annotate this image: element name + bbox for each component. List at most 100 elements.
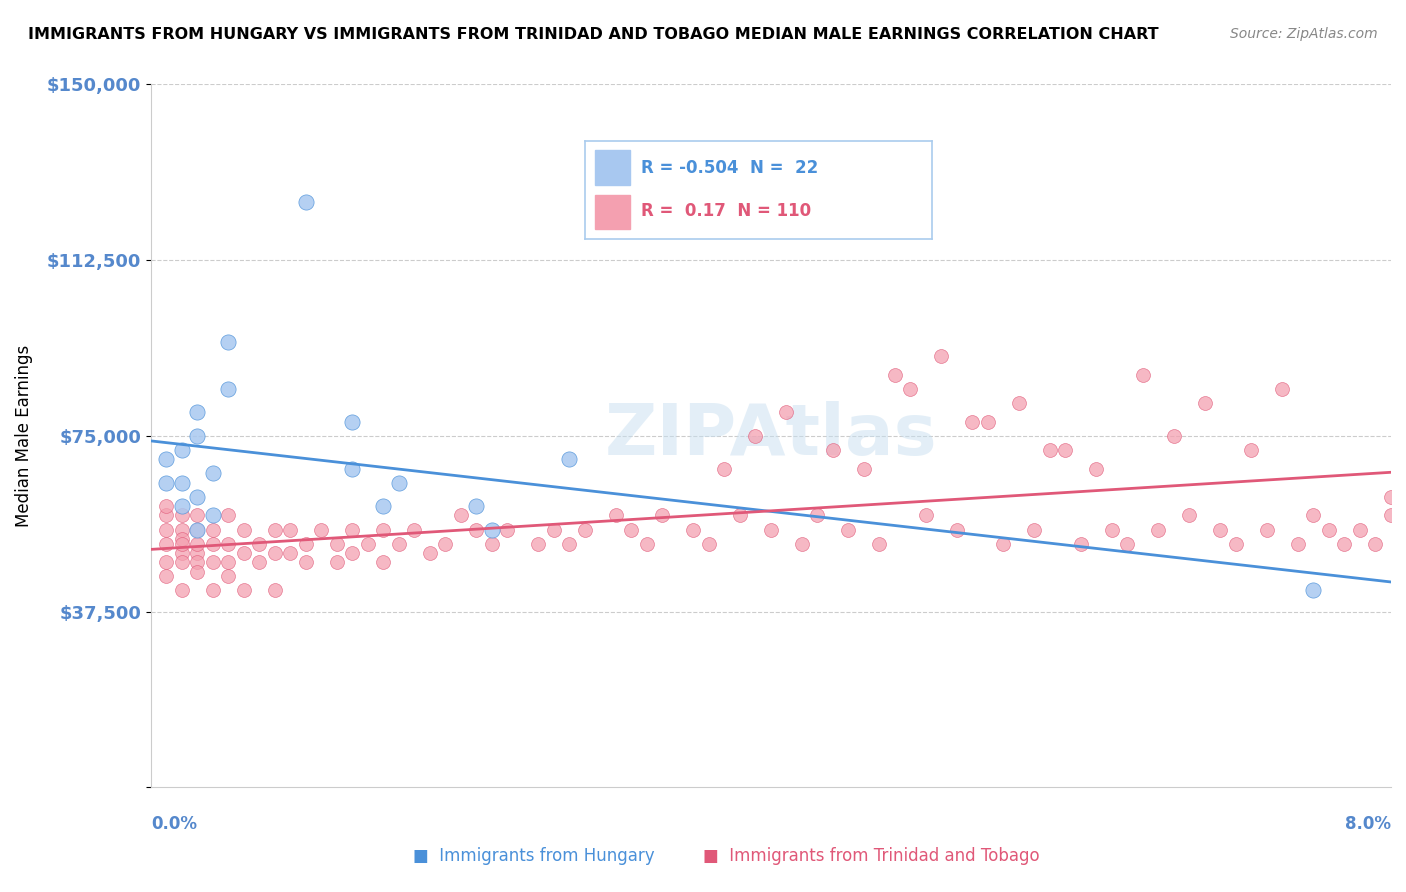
Point [201,523,224,537]
Point [155,499,177,513]
Point [1302,508,1324,523]
Text: ZIPAtlas: ZIPAtlas [605,401,938,470]
Point [1116,536,1139,550]
Point [1054,442,1077,457]
Point [806,508,828,523]
Point [155,555,177,569]
Point [249,536,271,550]
Point [233,546,256,560]
Point [1070,536,1092,550]
Point [218,382,240,396]
Point [186,546,208,560]
Point [373,499,395,513]
Point [170,523,193,537]
Point [155,475,177,490]
Point [186,405,208,419]
Point [326,555,349,569]
Point [1008,396,1031,410]
Point [311,523,333,537]
Point [884,368,907,382]
Point [170,508,193,523]
Point [697,536,720,550]
Point [295,555,318,569]
Point [264,523,287,537]
Point [931,349,953,363]
Point [264,583,287,598]
Point [821,442,844,457]
Point [1147,523,1170,537]
Point [1333,536,1355,550]
Point [1317,523,1340,537]
Point [977,415,1000,429]
Text: 8.0%: 8.0% [1346,815,1391,833]
Y-axis label: Median Male Earnings: Median Male Earnings [15,344,32,527]
Point [946,523,969,537]
Point [744,429,766,443]
Point [1163,429,1185,443]
Point [1024,523,1046,537]
Point [1240,442,1263,457]
Point [201,583,224,598]
Point [218,569,240,583]
Point [280,523,302,537]
Point [790,536,813,550]
Point [326,536,349,550]
Point [837,523,859,537]
Point [186,508,208,523]
Point [233,583,256,598]
Point [186,536,208,550]
Point [170,475,193,490]
Point [1225,536,1247,550]
Point [962,415,984,429]
Point [1101,523,1123,537]
Point [558,452,581,467]
Point [170,536,193,550]
Point [1085,461,1108,475]
Point [342,546,364,560]
Point [218,555,240,569]
Text: IMMIGRANTS FROM HUNGARY VS IMMIGRANTS FROM TRINIDAD AND TOBAGO MEDIAN MALE EARNI: IMMIGRANTS FROM HUNGARY VS IMMIGRANTS FR… [28,27,1159,42]
Point [915,508,938,523]
Point [186,523,208,537]
Point [170,532,193,546]
Point [186,523,208,537]
Point [465,499,488,513]
Point [342,461,364,475]
Point [1132,368,1154,382]
Point [357,536,380,550]
Point [218,335,240,350]
Point [853,461,876,475]
Point [342,523,364,537]
Point [869,536,891,550]
Point [728,508,751,523]
Point [155,508,177,523]
Point [280,546,302,560]
Point [170,546,193,560]
Point [264,546,287,560]
Point [404,523,426,537]
Point [233,523,256,537]
Point [201,536,224,550]
Point [465,523,488,537]
Point [682,523,704,537]
Point [1039,442,1062,457]
Point [527,536,550,550]
Point [651,508,673,523]
Point [201,555,224,569]
Point [434,536,457,550]
Text: ■  Immigrants from Trinidad and Tobago: ■ Immigrants from Trinidad and Tobago [703,847,1040,865]
Point [1302,583,1324,598]
Point [543,523,565,537]
Point [636,536,658,550]
Point [201,467,224,481]
Point [373,523,395,537]
Point [373,555,395,569]
Point [1194,396,1216,410]
Point [186,429,208,443]
Point [1256,523,1278,537]
Point [218,536,240,550]
Point [155,452,177,467]
Point [186,490,208,504]
Point [155,523,177,537]
Point [558,536,581,550]
